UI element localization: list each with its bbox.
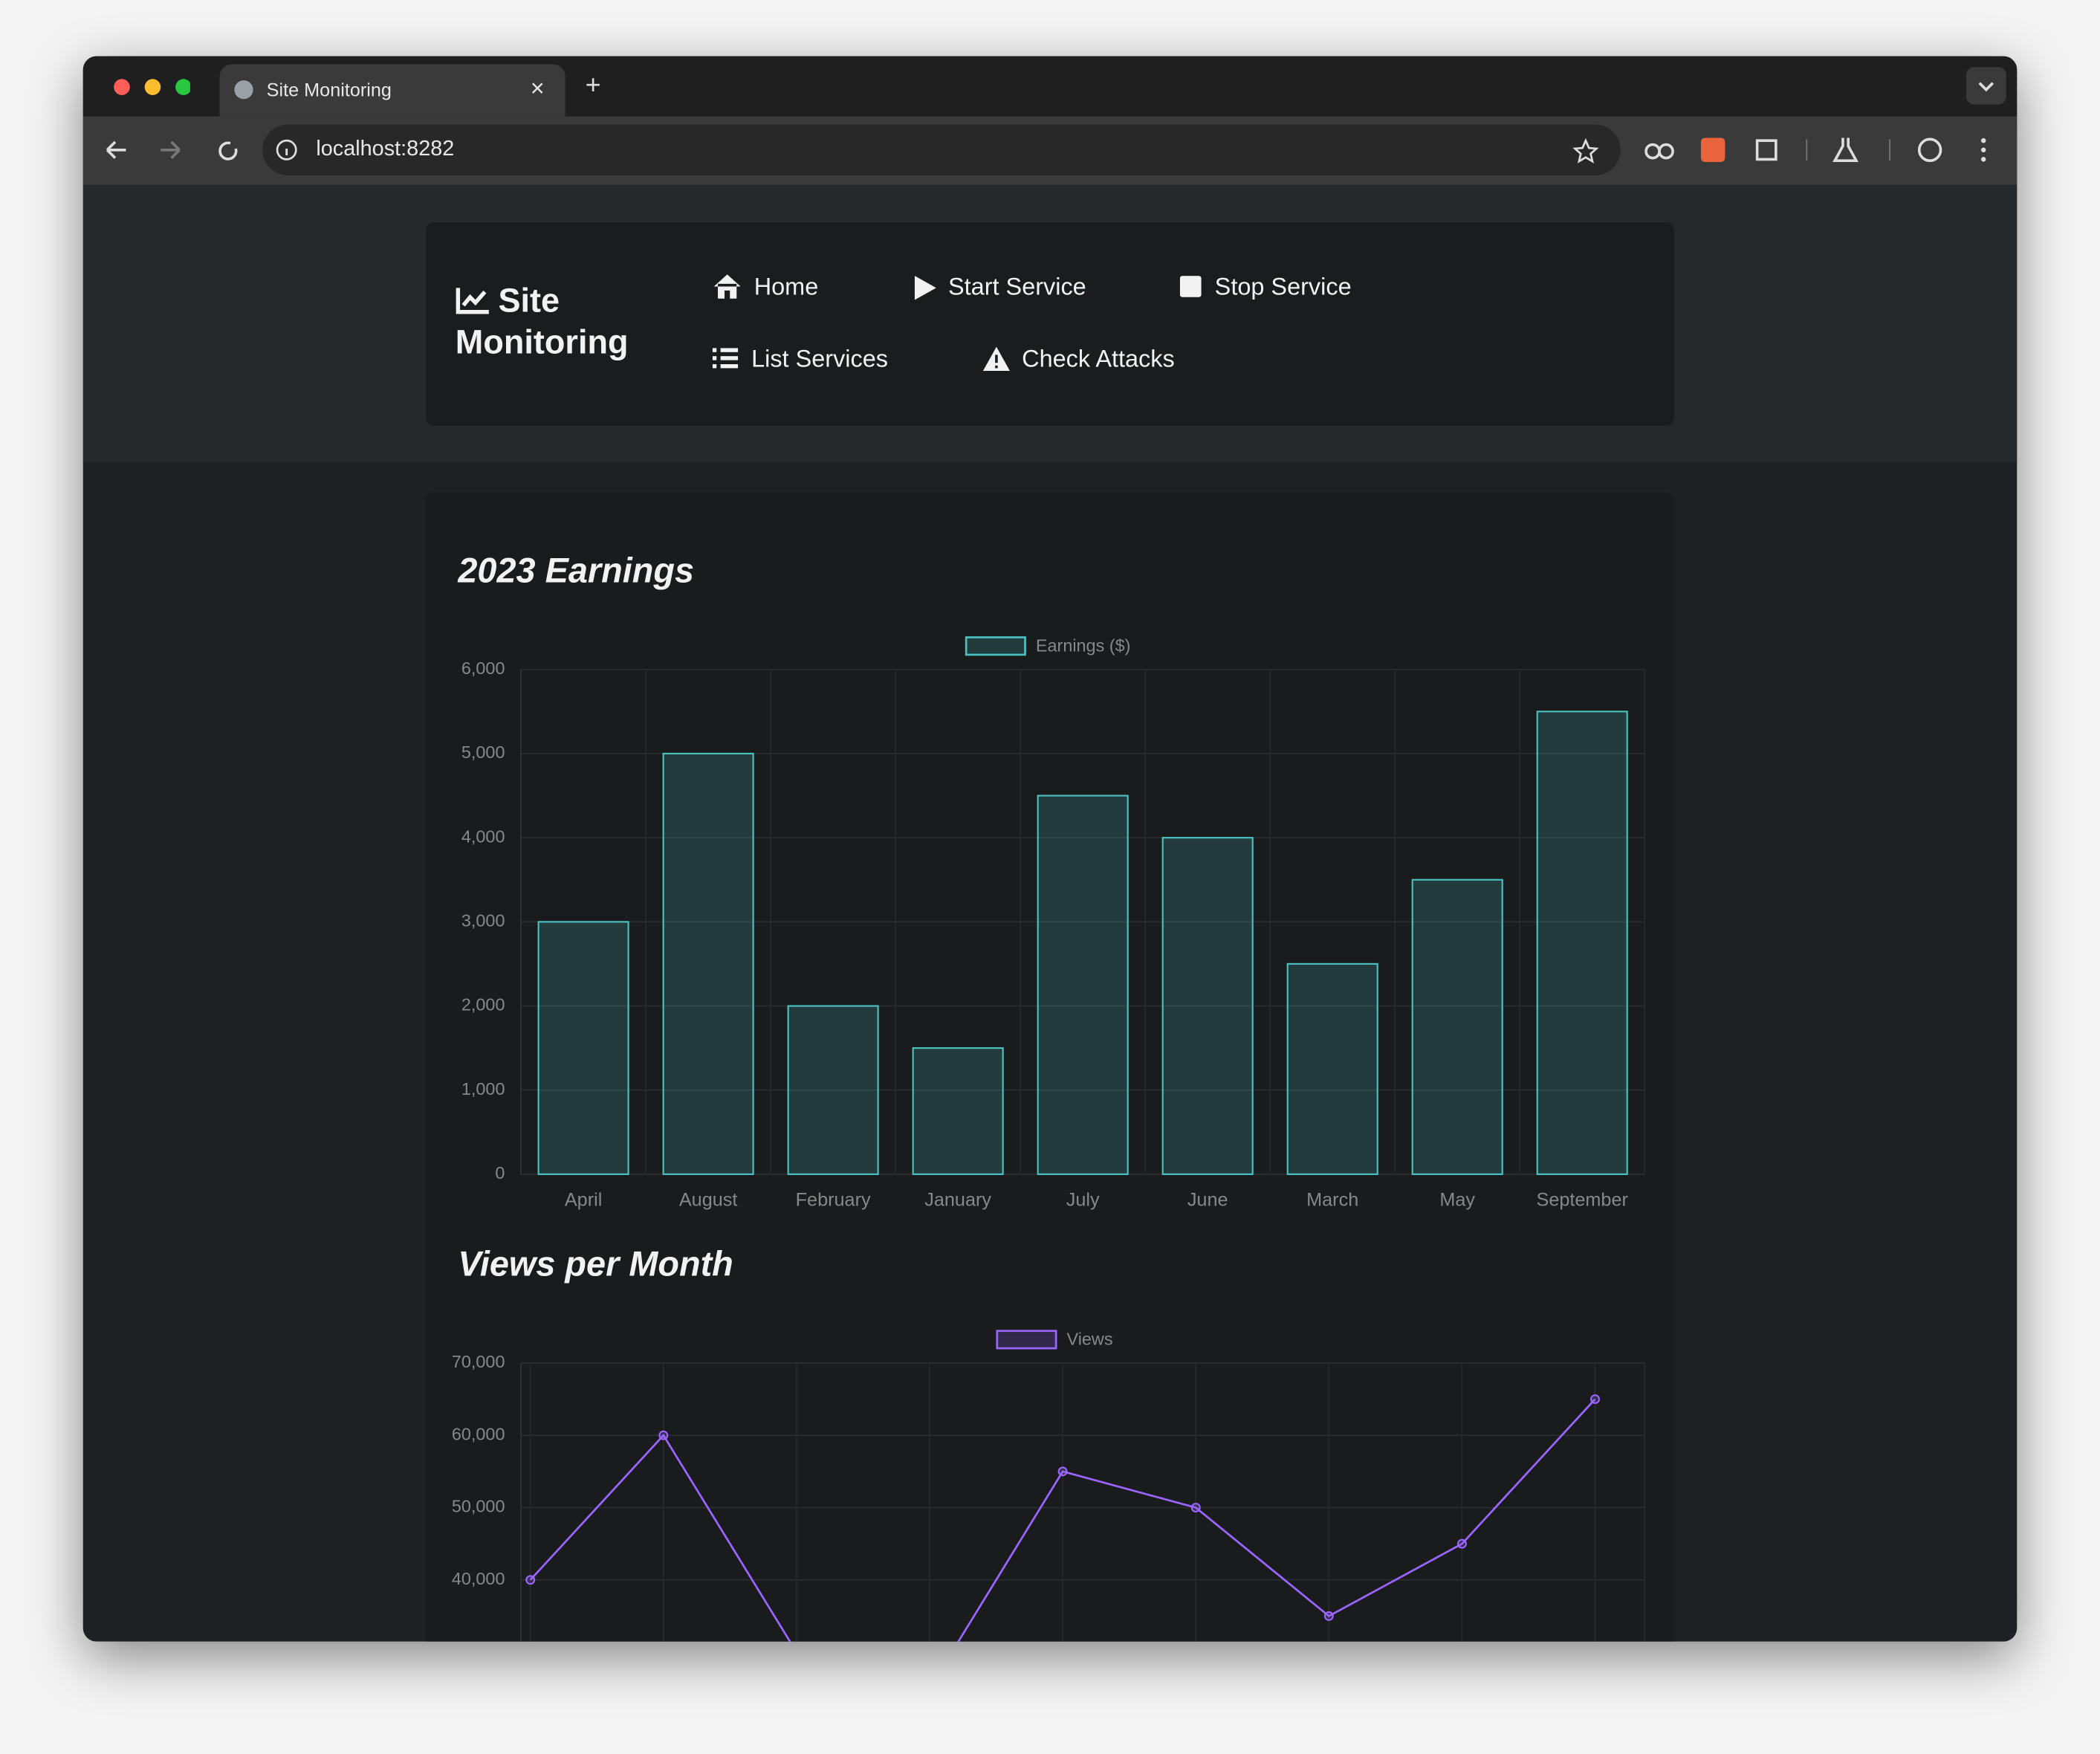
bar	[1536, 711, 1628, 1175]
tab[interactable]: Site Monitoring ×	[219, 64, 565, 117]
tab-title: Site Monitoring	[266, 79, 392, 101]
y-tick-label: 40,000	[452, 1569, 505, 1588]
bar	[662, 752, 754, 1175]
charts: 2023 Earnings Earnings ($) 0 1,000 2,000 3,00…	[452, 551, 1646, 1642]
nav-link[interactable]: Stop Service	[1214, 273, 1352, 300]
y-tick-label: 2,000	[461, 995, 505, 1014]
legend-label: Views	[1067, 1329, 1113, 1348]
brand[interactable]: Site Monitoring	[456, 281, 656, 364]
x-tick-label: June	[1187, 1190, 1228, 1211]
home-icon	[713, 274, 741, 299]
tab-close[interactable]: ×	[530, 74, 545, 102]
y-tick-label: 4,000	[461, 826, 505, 846]
legend-label: Earnings ($)	[1036, 635, 1131, 655]
bar	[537, 921, 629, 1175]
point	[658, 1430, 669, 1440]
warning-icon	[982, 346, 1010, 372]
stop-icon	[1179, 276, 1202, 297]
navbar: Site Monitoring Home Start Service Stop …	[426, 222, 1674, 426]
y-tick-label: 60,000	[452, 1424, 505, 1443]
x-tick-label: August	[679, 1190, 738, 1211]
tab-strip: Site Monitoring × +	[82, 56, 2018, 117]
list-icon	[712, 348, 739, 369]
point	[1323, 1611, 1334, 1621]
x-tick-label: March	[1306, 1190, 1358, 1211]
chart-title: 2023 Earnings	[457, 551, 694, 589]
bar	[1411, 878, 1503, 1175]
bar	[787, 1005, 879, 1175]
site-info	[276, 139, 297, 161]
tab-menu[interactable]	[1965, 67, 2006, 105]
nav-buttons[interactable]	[102, 135, 262, 165]
point	[1190, 1503, 1201, 1512]
point	[1456, 1538, 1467, 1549]
x-tick-label: January	[924, 1190, 991, 1211]
bar	[1037, 795, 1129, 1175]
point	[525, 1575, 536, 1585]
new-tab[interactable]: +	[585, 71, 601, 101]
y-tick-label: 0	[495, 1163, 505, 1182]
y-tick-label: 3,000	[461, 911, 505, 931]
address-bar[interactable]: localhost:8282	[262, 124, 1621, 175]
bar	[912, 1047, 1004, 1175]
point	[1590, 1394, 1601, 1405]
y-tick-label: 5,000	[461, 742, 505, 762]
nav-link[interactable]: Start Service	[948, 273, 1086, 300]
y-tick-label: 50,000	[452, 1497, 505, 1516]
point	[1057, 1466, 1068, 1477]
y-tick-label: 70,000	[452, 1352, 505, 1371]
y-tick-label: 6,000	[461, 658, 505, 678]
extensions[interactable]	[1644, 132, 2006, 167]
nav-link[interactable]: Check Attacks	[1022, 345, 1175, 372]
line	[529, 1398, 1596, 1642]
toolbar: localhost:8282	[82, 116, 2018, 185]
y-tick-label: 1,000	[461, 1079, 505, 1098]
legend-swatch	[965, 636, 1026, 656]
url: localhost:8282	[316, 137, 455, 161]
tab-icon	[234, 80, 253, 100]
browser-window: Site Monitoring × + localhost:8282	[82, 56, 2018, 1642]
bookmark-star[interactable]	[1572, 137, 1599, 165]
nav-link[interactable]: Home	[754, 273, 819, 300]
brand-text: Site Monitoring	[455, 282, 629, 362]
chart-title: Views per Month	[458, 1245, 733, 1284]
legend-swatch	[996, 1330, 1057, 1350]
nav-link[interactable]: List Services	[751, 345, 889, 372]
x-tick-label: May	[1439, 1190, 1475, 1211]
window-controls	[114, 79, 190, 95]
x-tick-label: July	[1066, 1190, 1100, 1211]
x-tick-label: April	[565, 1190, 602, 1211]
bar	[1161, 837, 1254, 1175]
chart-card	[426, 492, 1674, 1642]
x-tick-label: February	[796, 1190, 871, 1211]
brand-icon	[456, 288, 489, 314]
bar	[1286, 962, 1378, 1175]
header: Site Monitoring Home Start Service Stop …	[82, 184, 2018, 462]
x-tick-label: September	[1537, 1190, 1628, 1211]
play-icon	[914, 276, 936, 300]
